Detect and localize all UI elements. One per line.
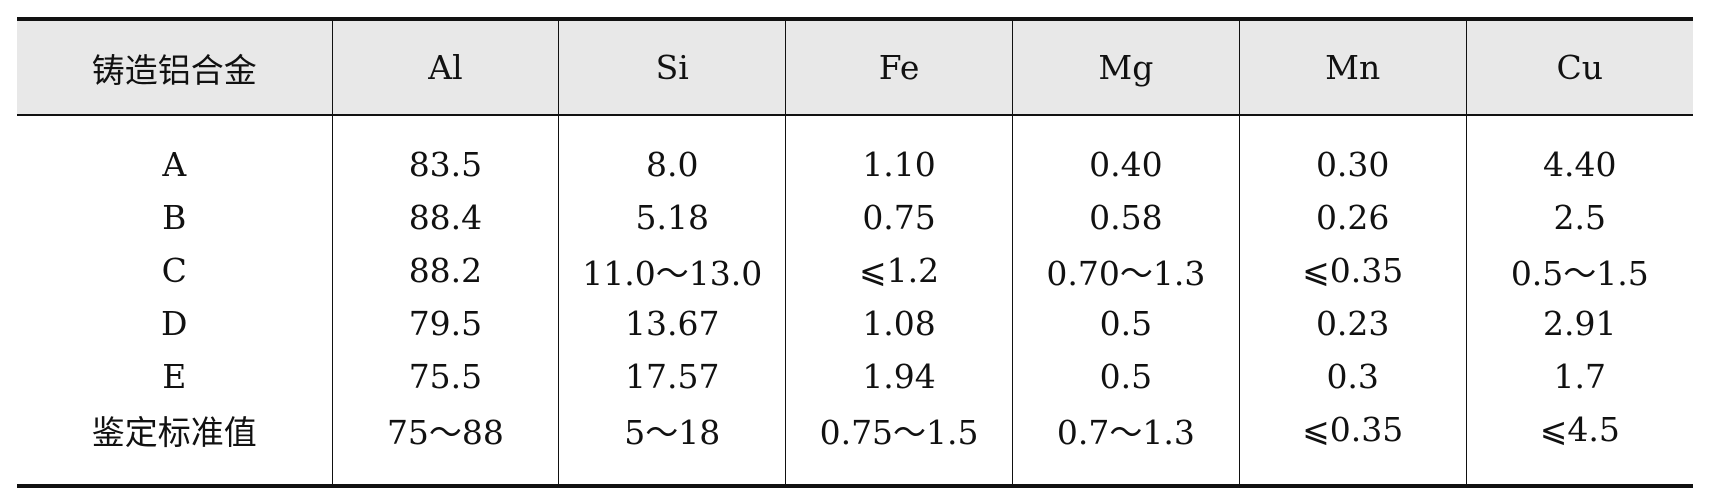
header-mg: Mg — [1011, 17, 1240, 116]
cell-mn: 0.30 — [1238, 115, 1467, 191]
cell-al: 83.5 — [331, 115, 559, 191]
row-label: D — [161, 304, 188, 343]
cell-si: 8.0 — [558, 115, 786, 191]
cell-si: 13.67 — [558, 297, 786, 350]
cell-cu: 1.7 — [1465, 350, 1693, 403]
cell-fe: 1.94 — [785, 350, 1013, 403]
header-mn: Mn — [1238, 17, 1467, 116]
composition-table-container: 铸造铝合金 Al Si Fe Mg Mn Cu A 83.5 8.0 1.10 … — [17, 17, 1693, 488]
cell-al: 79.5 — [331, 297, 559, 350]
cell-mg: 0.70～1.3 — [1011, 244, 1240, 297]
row-label: A — [162, 145, 187, 184]
header-cu: Cu — [1465, 17, 1693, 116]
cell-mn: 0.23 — [1238, 297, 1467, 350]
header-al: Al — [331, 17, 559, 116]
table-body: A 83.5 8.0 1.10 0.40 0.30 4.40 B 88.4 5.… — [17, 115, 1693, 488]
cell-mg: 0.58 — [1011, 191, 1240, 244]
cell-fe: ⩽1.2 — [785, 244, 1013, 297]
table-row: A 83.5 8.0 1.10 0.40 0.30 4.40 — [17, 115, 1693, 191]
cell-fe: 1.10 — [785, 115, 1013, 191]
row-label: 鉴定标准值 — [17, 403, 333, 488]
cell-mg: 0.40 — [1011, 115, 1240, 191]
table-row: 鉴定标准值 75～88 5～18 0.75～1.5 0.7～1.3 ⩽0.35 … — [17, 403, 1693, 488]
cell-mn: ⩽0.35 — [1238, 403, 1467, 488]
header-si: Si — [558, 17, 786, 116]
cell-al: 88.4 — [331, 191, 559, 244]
header-alloy: 铸造铝合金 — [17, 17, 333, 116]
composition-table: 铸造铝合金 Al Si Fe Mg Mn Cu A 83.5 8.0 1.10 … — [17, 17, 1693, 488]
cell-si: 5～18 — [558, 403, 786, 488]
cell-cu: 4.40 — [1465, 115, 1693, 191]
cell-al: 88.2 — [331, 244, 559, 297]
table-row: B 88.4 5.18 0.75 0.58 0.26 2.5 — [17, 191, 1693, 244]
table-row: D 79.5 13.67 1.08 0.5 0.23 2.91 — [17, 297, 1693, 350]
header-row: 铸造铝合金 Al Si Fe Mg Mn Cu — [17, 17, 1693, 116]
cell-cu: 2.91 — [1465, 297, 1693, 350]
table-row: C 88.2 11.0～13.0 ⩽1.2 0.70～1.3 ⩽0.35 0.5… — [17, 244, 1693, 297]
row-label: E — [162, 357, 187, 396]
cell-mn: ⩽0.35 — [1238, 244, 1467, 297]
cell-mg: 0.5 — [1011, 350, 1240, 403]
cell-cu: 2.5 — [1465, 191, 1693, 244]
cell-si: 17.57 — [558, 350, 786, 403]
header-fe: Fe — [785, 17, 1013, 116]
table-row: E 75.5 17.57 1.94 0.5 0.3 1.7 — [17, 350, 1693, 403]
cell-mn: 0.26 — [1238, 191, 1467, 244]
cell-fe: 0.75 — [785, 191, 1013, 244]
cell-al: 75～88 — [331, 403, 559, 488]
row-label: B — [162, 198, 187, 237]
cell-si: 5.18 — [558, 191, 786, 244]
row-label: C — [161, 251, 187, 290]
cell-cu: ⩽4.5 — [1465, 403, 1693, 488]
table-header: 铸造铝合金 Al Si Fe Mg Mn Cu — [17, 17, 1693, 116]
cell-si: 11.0～13.0 — [558, 244, 786, 297]
cell-fe: 0.75～1.5 — [785, 403, 1013, 488]
cell-al: 75.5 — [331, 350, 559, 403]
cell-mg: 0.5 — [1011, 297, 1240, 350]
cell-cu: 0.5～1.5 — [1465, 244, 1693, 297]
cell-fe: 1.08 — [785, 297, 1013, 350]
cell-mn: 0.3 — [1238, 350, 1467, 403]
cell-mg: 0.7～1.3 — [1011, 403, 1240, 488]
